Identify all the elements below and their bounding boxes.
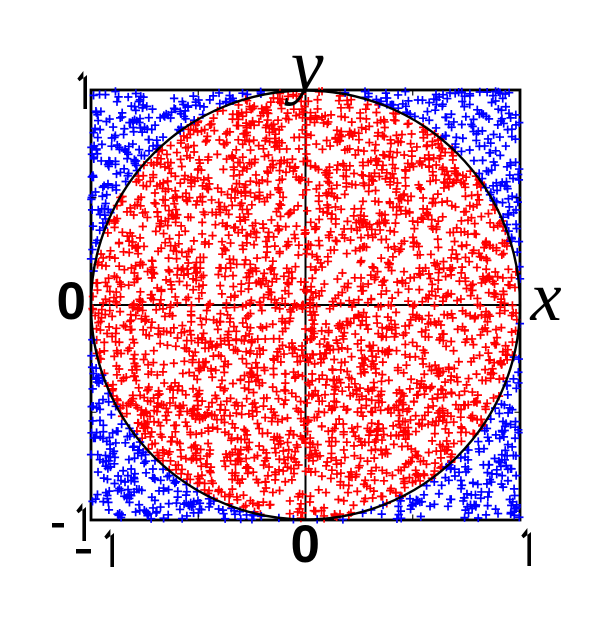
svg-text:x: x xyxy=(529,259,561,336)
svg-text:0: 0 xyxy=(291,515,320,574)
svg-text:0: 0 xyxy=(57,272,86,331)
